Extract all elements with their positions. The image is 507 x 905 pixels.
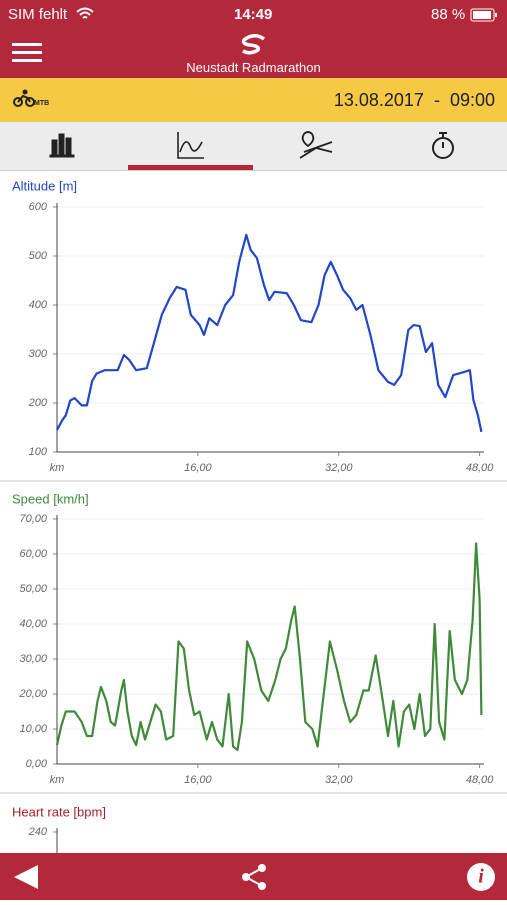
y-tick-label: 70,00 [19,513,47,525]
y-tick-label: 60,00 [19,548,47,560]
chart-title: Speed [km/h] [12,491,89,506]
y-tick-label: 400 [29,299,48,311]
y-tick-label: 0,00 [26,758,48,770]
status-bar: SIM fehlt 14:49 88 % [0,0,507,30]
share-button[interactable] [242,864,266,890]
x-tick-label: 48,00 [466,462,494,474]
wifi-icon [76,7,94,19]
clock: 14:49 [234,6,273,23]
chart-title: Altitude [m] [12,178,77,193]
tab-map[interactable] [299,131,333,159]
x-tick-label: 16,00 [184,774,212,786]
tab-profile[interactable] [177,132,204,159]
bottom-icons: i [14,863,495,891]
x-axis-label: km [50,774,65,786]
svg-text:i: i [478,866,484,888]
back-button[interactable] [14,865,38,889]
carrier: SIM fehlt [8,6,68,23]
x-tick-label: 16,00 [184,462,212,474]
event-bar: MTB 13.08.2017 - 09:00 [0,78,507,122]
tab-timer[interactable] [432,132,454,159]
tab-icons [49,131,454,170]
info-button[interactable]: i [467,863,495,891]
y-tick-label: 500 [29,250,48,262]
battery-icon [470,8,497,22]
y-tick-label: 10,00 [19,723,47,735]
event-title: Neustadt Radmarathon [186,60,321,75]
x-axis-label: km [50,462,65,474]
tab-bar [0,122,507,171]
charts: Altitude [m] 100 200 300 400 500 600 km 16,00 32,… [0,178,507,853]
logo [241,34,266,55]
y-tick-label: 100 [29,446,48,458]
y-tick-label: 240 [28,826,48,838]
mtb-badge: MTB [34,100,50,107]
y-tick-label: 300 [29,348,48,360]
y-tick-label: 600 [29,201,48,213]
bottom-bar: i [0,853,507,900]
x-tick-label: 32,00 [325,774,353,786]
active-tab-indicator [128,165,253,170]
y-tick-label: 200 [28,397,48,409]
y-tick-label: 30,00 [19,653,47,665]
y-tick-label: 20,00 [18,688,47,700]
y-tick-label: 50,00 [19,583,47,595]
x-tick-label: 48,00 [466,774,494,786]
y-tick-label: 40,00 [19,618,47,630]
event-datetime: 13.08.2017 - 09:00 [333,90,495,110]
chart-title: Heart rate [bpm] [12,804,106,819]
header: Neustadt Radmarathon [0,30,507,78]
tab-stats[interactable] [49,133,75,158]
mtb-icon [13,89,35,107]
menu-button[interactable] [12,42,42,64]
x-tick-label: 32,00 [325,462,353,474]
data-line [55,542,483,752]
data-line [56,233,483,433]
battery-level: 88 % [431,6,466,23]
